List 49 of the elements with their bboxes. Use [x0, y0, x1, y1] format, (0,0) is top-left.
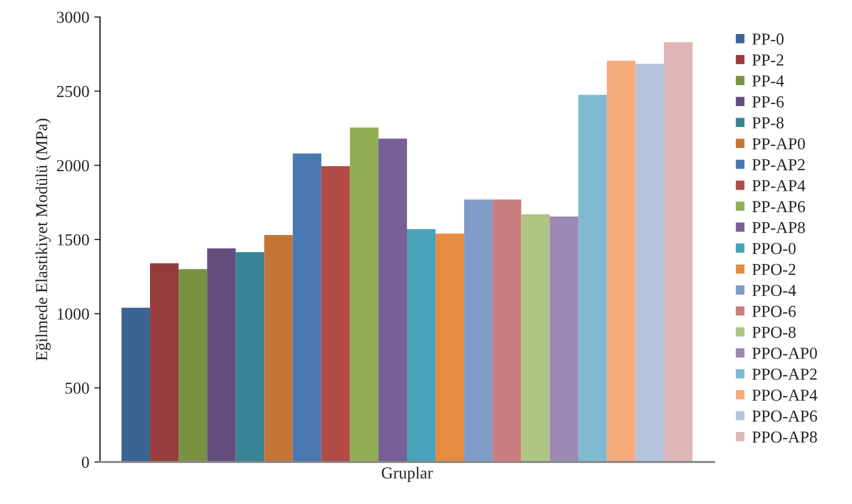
y-axis-title: Eğilmede Elastikiyet Modülü (MPa)	[36, 118, 51, 361]
bar	[236, 252, 264, 462]
bar	[207, 248, 236, 462]
legend-label: PP-AP4	[752, 180, 806, 192]
y-tick-label: 2500	[56, 86, 89, 98]
bar	[578, 94, 607, 462]
bar	[464, 199, 493, 462]
bar	[292, 153, 322, 462]
bar	[378, 138, 407, 462]
bar	[121, 308, 150, 462]
legend-label: PP-2	[752, 54, 784, 66]
bar	[635, 64, 664, 462]
bar	[521, 214, 550, 462]
legend-label: PP-4	[752, 75, 784, 86]
legend-label: PPO-AP6	[752, 410, 818, 422]
bar	[550, 216, 578, 462]
legend-label: PPO-2	[752, 264, 796, 276]
bar	[492, 199, 522, 462]
legend-label: PPO-AP2	[752, 368, 817, 380]
bar	[264, 235, 293, 462]
x-tick-label: Gruplar	[382, 466, 433, 482]
bar	[407, 229, 436, 462]
legend-label: PP-0	[752, 33, 784, 45]
legend-label: PP-AP8	[752, 222, 805, 234]
y-tick-label: 0	[82, 456, 89, 468]
y-tick-label: 2000	[56, 160, 89, 172]
legend-label: PP-AP0	[752, 138, 805, 150]
legend-label: PPO-AP4	[752, 390, 818, 401]
legend-label: PP-6	[752, 96, 784, 108]
bar	[178, 269, 208, 462]
bar	[350, 128, 378, 462]
y-tick-label: 500	[66, 382, 89, 394]
legend-label: PPO-6	[752, 306, 796, 317]
legend-label: PP-8	[752, 117, 784, 128]
bar	[436, 234, 464, 462]
legend-label: PP-AP2	[752, 159, 805, 170]
y-tick-label: 1000	[58, 308, 89, 320]
bar	[606, 60, 636, 462]
legend-label: PPO-0	[752, 242, 796, 254]
legend-label: PPO-8	[752, 326, 796, 338]
legend-label: PPO-4	[752, 284, 796, 296]
bar	[321, 166, 350, 462]
bar	[150, 263, 179, 462]
legend-label: PPO-AP0	[752, 348, 817, 359]
legend-label: PPO-AP8	[752, 431, 817, 443]
legend-label: PP-AP6	[752, 201, 806, 212]
y-tick-label: 3000	[57, 12, 89, 23]
y-tick-label: 1500	[58, 234, 89, 246]
bar	[664, 42, 693, 462]
